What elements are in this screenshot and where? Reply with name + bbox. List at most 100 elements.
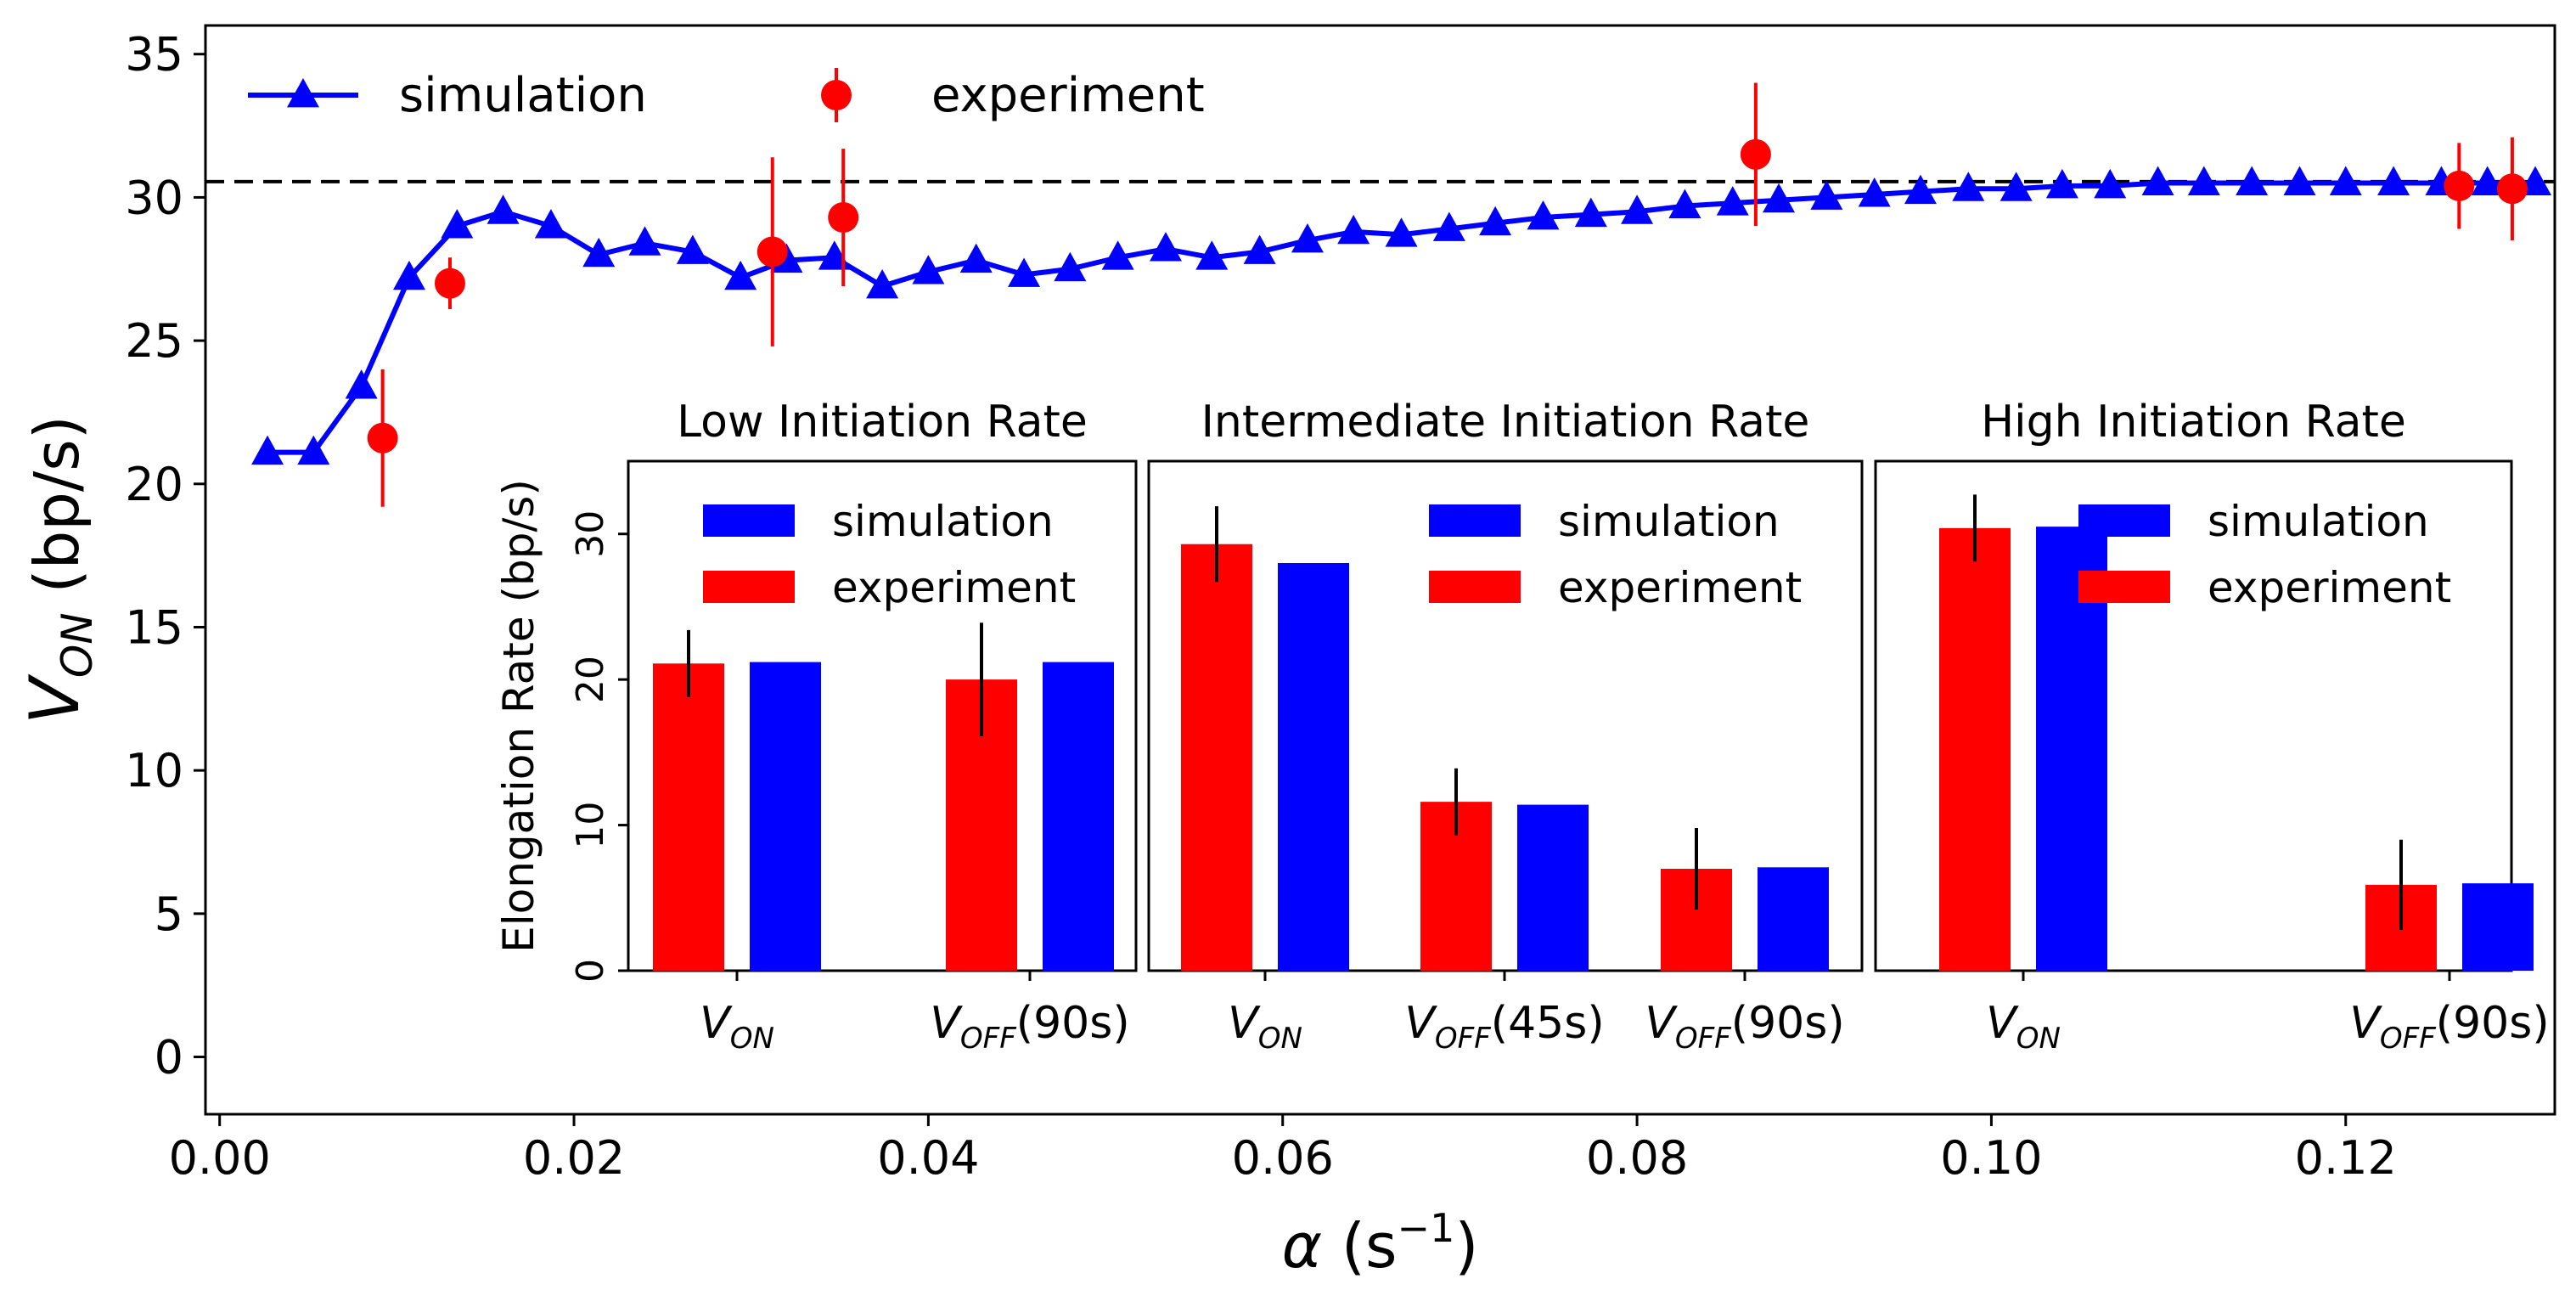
simulation-point — [487, 194, 520, 224]
simulation-point — [1716, 186, 1749, 216]
inset-legend-simulation-label: simulation — [1558, 497, 1780, 546]
x-tick-label: 0.06 — [1232, 1131, 1334, 1185]
inset-experiment-bar — [1181, 544, 1252, 971]
x-tick-label: 0.08 — [1586, 1131, 1688, 1185]
inset-legend-simulation-label: simulation — [832, 497, 1054, 546]
simulation-point — [1763, 183, 1796, 213]
simulation-point — [1150, 232, 1183, 262]
simulation-point — [2094, 168, 2127, 199]
inset-panel-2: Intermediate Initiation Rate VON VOFF(45s)… — [1147, 397, 1864, 1056]
x-tick-label: 0.10 — [1940, 1131, 2042, 1185]
y-tick-label: 0 — [155, 1031, 183, 1084]
inset-y-tick-label: 10 — [569, 802, 612, 849]
inset-x-tick-label: VON — [700, 998, 774, 1056]
y-tick-label: 35 — [125, 28, 183, 82]
y-axis-label: VON (bp/s) — [15, 415, 102, 724]
y-tick-label: 5 — [155, 887, 183, 941]
inset-legend-experiment-label: experiment — [2208, 563, 2451, 612]
simulation-point — [866, 269, 899, 299]
y-tick-label: 15 — [125, 600, 183, 654]
x-tick-label: 0.00 — [169, 1131, 271, 1185]
simulation-point — [2471, 166, 2504, 195]
simulation-point — [1527, 200, 1560, 230]
simulation-point — [676, 234, 709, 264]
inset-x-tick-label: VON — [1986, 998, 2061, 1056]
simulation-point — [251, 435, 284, 465]
inset-y-tick-label: 30 — [569, 510, 612, 558]
inset-legend-experiment-label: experiment — [1558, 563, 1802, 612]
inset-experiment-bar — [653, 663, 724, 971]
inset-x-tick-label: VOFF(90s) — [2349, 998, 2549, 1056]
simulation-point — [441, 209, 474, 239]
simulation-point — [959, 243, 993, 273]
inset-legend-experiment-swatch — [1429, 571, 1521, 603]
simulation-point — [1291, 223, 1324, 253]
inset-title: Low Initiation Rate — [677, 397, 1088, 448]
simulation-point — [345, 369, 378, 399]
y-tick-label: 25 — [125, 314, 183, 368]
inset-x-tick-label: VON — [1228, 998, 1302, 1056]
inset-legend-experiment-label: experiment — [832, 563, 1076, 612]
inset-y-axis-label: Elongation Rate (bp/s) — [494, 479, 543, 953]
inset-simulation-bar — [750, 662, 821, 971]
inset-legend-simulation-label: simulation — [2208, 497, 2429, 546]
x-tick-label: 0.12 — [2295, 1131, 2397, 1185]
inset-x-tick-label: VOFF(45s) — [1404, 998, 1604, 1056]
inset-panels: Low Initiation Rate 0 10 20 30 Elongation Rat… — [494, 397, 2550, 1056]
experiment-point — [756, 236, 788, 268]
inset-simulation-bar — [1517, 804, 1589, 971]
simulation-point — [2283, 166, 2316, 195]
inset-legend-experiment-swatch — [2078, 571, 2170, 603]
plot-frame — [204, 24, 2556, 1116]
simulation-point — [912, 255, 945, 284]
inset-legend-simulation-swatch — [2078, 504, 2170, 537]
legend-simulation-label: simulation — [399, 68, 647, 123]
simulation-point — [1668, 189, 1701, 218]
x-tick-label: 0.02 — [523, 1131, 625, 1185]
inset-panel-3: High Initiation Rate VON VOFF(90s) simulati… — [1874, 397, 2550, 1056]
y-tick-label: 20 — [125, 458, 183, 511]
simulation-point — [2187, 166, 2220, 195]
inset-simulation-bar — [1278, 563, 1349, 971]
inset-legend: simulation experiment — [2078, 497, 2451, 612]
x-axis-label: α (s−1) — [1282, 1205, 1479, 1282]
y-tick-label: 10 — [125, 744, 183, 797]
inset-legend-experiment-swatch — [703, 571, 795, 603]
simulation-point — [1432, 211, 1465, 241]
simulation-point — [1904, 174, 1937, 205]
simulation-point — [1008, 257, 1041, 287]
simulation-point — [1952, 172, 1985, 201]
inset-y-tick-label: 20 — [569, 656, 612, 703]
inset-legend: simulation experiment — [1429, 497, 1802, 612]
simulation-point — [1054, 251, 1087, 282]
simulation-point — [1858, 177, 1891, 207]
experiment-point — [2496, 173, 2528, 205]
simulation-point — [1479, 206, 1512, 236]
inset-experiment-bar — [1939, 527, 2011, 971]
simulation-point — [628, 226, 661, 256]
y-tick-label: 30 — [125, 171, 183, 224]
simulation-point — [582, 237, 616, 268]
experiment-point — [2444, 170, 2475, 201]
simulation-point — [1101, 240, 1134, 270]
inset-simulation-bar — [1043, 662, 1114, 971]
inset-x-tick-label: VOFF(90s) — [930, 998, 1129, 1056]
legend-experiment-marker — [821, 80, 852, 110]
inset-simulation-bar — [2462, 883, 2534, 971]
simulation-point — [2377, 166, 2410, 195]
experiment-point — [828, 202, 859, 234]
legend-experiment-label: experiment — [931, 68, 1205, 123]
simulation-point — [392, 260, 425, 290]
simulation-point — [1337, 214, 1370, 245]
simulation-point — [1999, 172, 2033, 201]
experiment-point — [1740, 138, 1771, 170]
simulation-point — [534, 209, 567, 239]
main-axes: 0.00 0.02 0.04 0.06 0.08 0.10 0.12 0 5 10 15 20 25 30… — [15, 24, 2556, 1282]
simulation-point — [2329, 166, 2362, 195]
simulation-point — [1621, 194, 1654, 224]
inset-simulation-bar — [1758, 867, 1829, 971]
inset-legend: simulation experiment — [703, 497, 1076, 612]
simulation-point — [818, 240, 851, 270]
simulation-point — [724, 260, 757, 290]
